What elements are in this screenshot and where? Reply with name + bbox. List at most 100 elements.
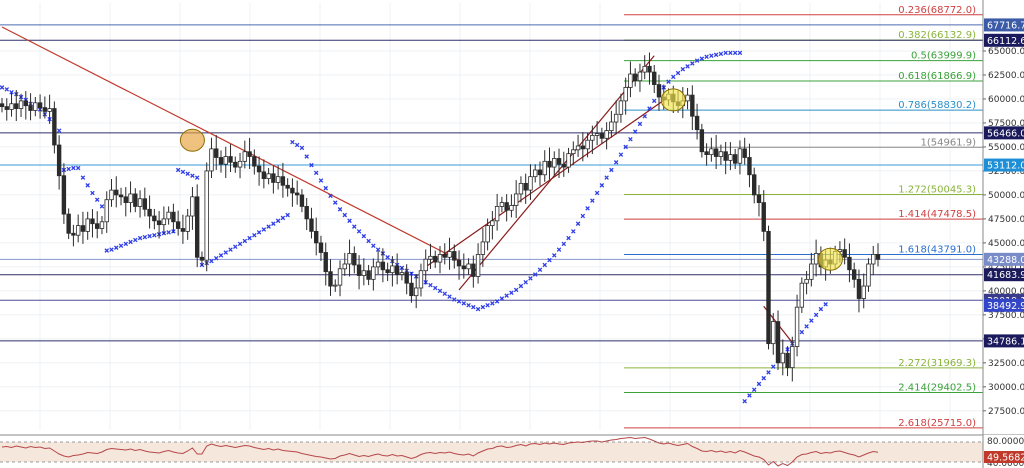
candle-body xyxy=(233,161,238,168)
candle-body xyxy=(623,87,628,102)
candle-body xyxy=(847,256,852,271)
sar-point xyxy=(518,283,524,289)
sar-point xyxy=(623,144,628,150)
candle-body xyxy=(423,258,428,272)
candle-body xyxy=(599,133,605,139)
candle-body xyxy=(690,94,695,117)
sar-point xyxy=(85,183,90,188)
sar-point xyxy=(309,162,314,168)
sar-point xyxy=(823,302,828,307)
sar-point xyxy=(594,190,600,196)
candle-body xyxy=(637,71,643,82)
candle-body xyxy=(480,241,486,255)
candle-body xyxy=(475,254,481,277)
candle-body xyxy=(304,206,309,220)
candle-body xyxy=(9,103,14,110)
sar-point xyxy=(628,136,633,142)
level-badge: 56466.0 xyxy=(987,128,1024,139)
candle-body xyxy=(466,263,471,270)
candle-body xyxy=(590,135,595,141)
sar-point xyxy=(261,227,267,232)
candle-body xyxy=(133,193,138,207)
candle-body xyxy=(194,196,200,258)
sar-point xyxy=(509,290,514,296)
sar-point xyxy=(651,98,657,104)
sar-point xyxy=(699,56,705,61)
sar-point xyxy=(313,170,319,176)
highlight-circle xyxy=(660,88,686,112)
candle-body xyxy=(561,163,566,168)
sar-point xyxy=(71,165,76,171)
level-badge-bg xyxy=(984,158,1024,172)
candle-body xyxy=(228,156,233,163)
sar-point xyxy=(475,306,481,312)
sar-point xyxy=(809,318,814,323)
sar-point xyxy=(0,85,5,90)
candle-body xyxy=(385,269,390,274)
sar-point xyxy=(742,398,747,404)
sar-point xyxy=(180,169,186,175)
sar-point xyxy=(490,301,495,306)
candle-body xyxy=(851,269,857,280)
candle-body xyxy=(266,173,271,179)
sar-point xyxy=(209,258,214,264)
candle-body xyxy=(333,284,338,287)
sar-point xyxy=(737,50,743,56)
sar-point xyxy=(761,375,766,381)
candle-body xyxy=(628,73,633,88)
price-tick-label: 37500.0 xyxy=(988,311,1024,321)
candle-body xyxy=(752,174,757,196)
sar-point xyxy=(642,113,647,119)
candle-body xyxy=(452,251,457,261)
fib-label: 1.414(47478.5) xyxy=(898,209,976,220)
sar-point xyxy=(466,302,471,308)
candle-body xyxy=(28,105,33,111)
sar-point xyxy=(147,233,152,239)
sar-point xyxy=(128,239,133,245)
candle-body xyxy=(694,115,700,131)
sar-point xyxy=(9,89,14,95)
candle-body xyxy=(342,263,347,270)
candle-body xyxy=(371,266,376,280)
candle-body xyxy=(813,253,819,265)
candle-body xyxy=(613,113,619,123)
sar-point xyxy=(528,276,533,281)
candle-body xyxy=(237,160,243,168)
candle-body xyxy=(180,228,186,232)
candle-body xyxy=(709,148,714,156)
sar-point xyxy=(99,204,105,209)
fib-label: 0.236(68772.0) xyxy=(898,5,976,16)
sar-point xyxy=(375,247,381,252)
sar-point xyxy=(447,294,452,299)
price-tick-label: 55000.0 xyxy=(988,143,1024,153)
trendline xyxy=(1,26,460,261)
fib-label: 0.5(63999.9) xyxy=(911,51,976,62)
sar-point xyxy=(4,87,10,92)
candle-body xyxy=(75,225,81,236)
sar-point xyxy=(666,79,671,84)
level-badge: 66112.6 xyxy=(987,36,1024,47)
sar-point xyxy=(537,267,543,273)
candle-body xyxy=(856,278,862,299)
candle-body xyxy=(775,321,781,364)
candle-body xyxy=(337,268,343,286)
candle-body xyxy=(271,173,276,183)
sar-point xyxy=(732,50,738,56)
candle-body xyxy=(33,102,38,111)
candle-body xyxy=(114,189,119,196)
candle-body xyxy=(190,196,195,217)
sar-point xyxy=(133,237,138,243)
candle-body xyxy=(23,100,29,107)
sar-point xyxy=(152,232,157,238)
candle-body xyxy=(85,218,90,232)
candle-body xyxy=(214,148,219,158)
sar-point xyxy=(532,272,538,277)
sar-point xyxy=(356,229,362,234)
candle-body xyxy=(699,129,705,153)
sar-point xyxy=(704,54,709,59)
sar-point xyxy=(275,218,281,224)
candle-body xyxy=(380,261,386,271)
candle-body xyxy=(18,100,24,109)
candle-body xyxy=(52,108,57,146)
